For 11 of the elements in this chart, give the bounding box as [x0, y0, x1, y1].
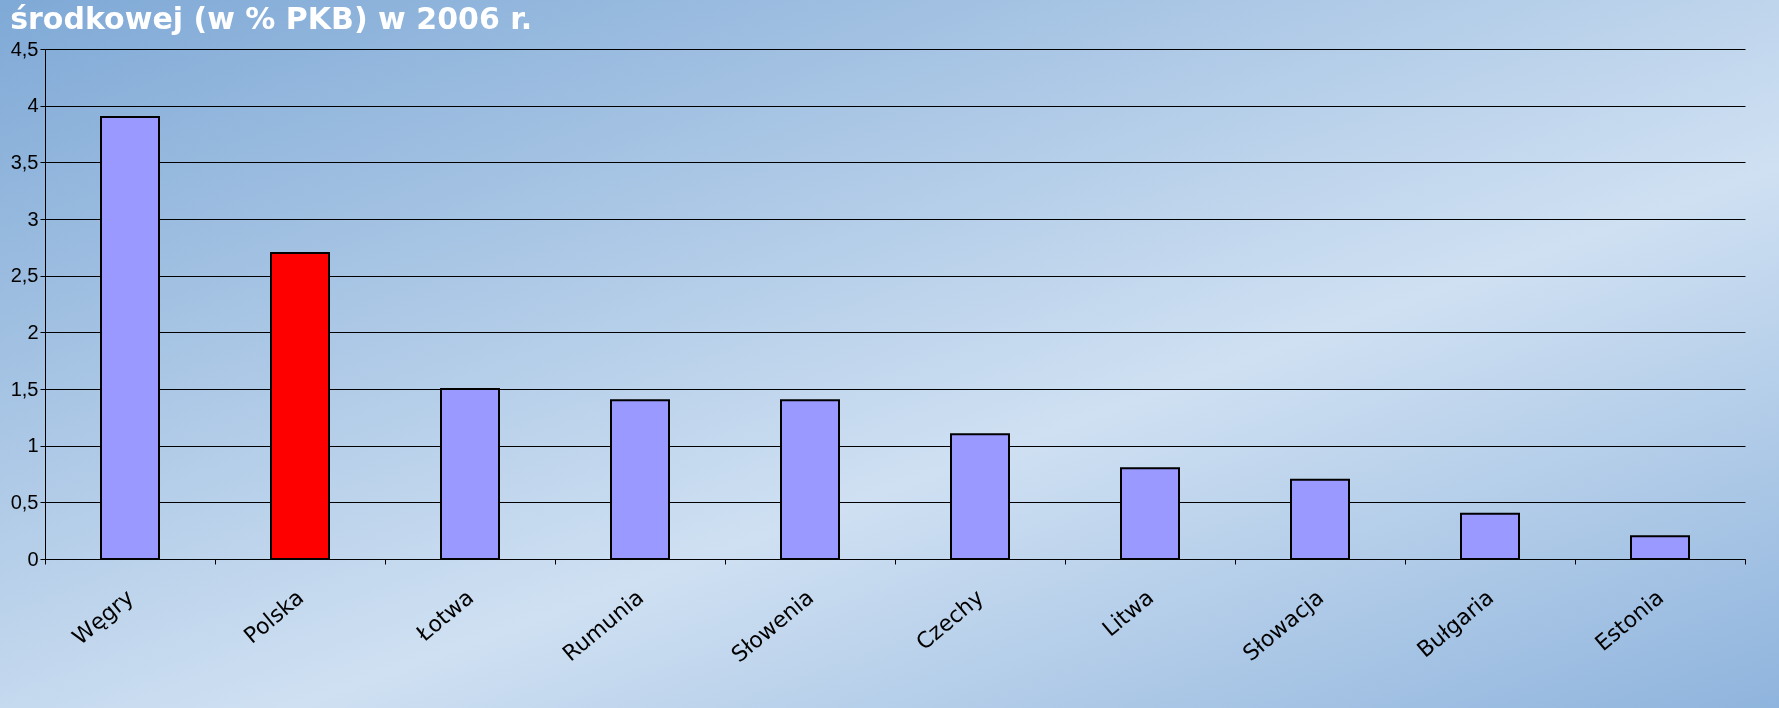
chart-title: środkowej (w % PKB) w 2006 r.	[10, 1, 533, 36]
y-tick-label: 0,5	[10, 490, 39, 513]
y-tick-label: 4,5	[10, 37, 39, 60]
y-tick-label: 3,5	[10, 150, 39, 173]
y-tick-label: 3	[27, 207, 39, 230]
y-tick-label: 4	[27, 94, 39, 117]
y-tick-label: 1	[27, 434, 39, 457]
y-tick-label: 2	[27, 320, 39, 343]
y-tick-label: 2,5	[10, 264, 39, 287]
y-tick-label: 1,5	[10, 377, 39, 400]
y-tick-label: 0	[27, 547, 39, 570]
